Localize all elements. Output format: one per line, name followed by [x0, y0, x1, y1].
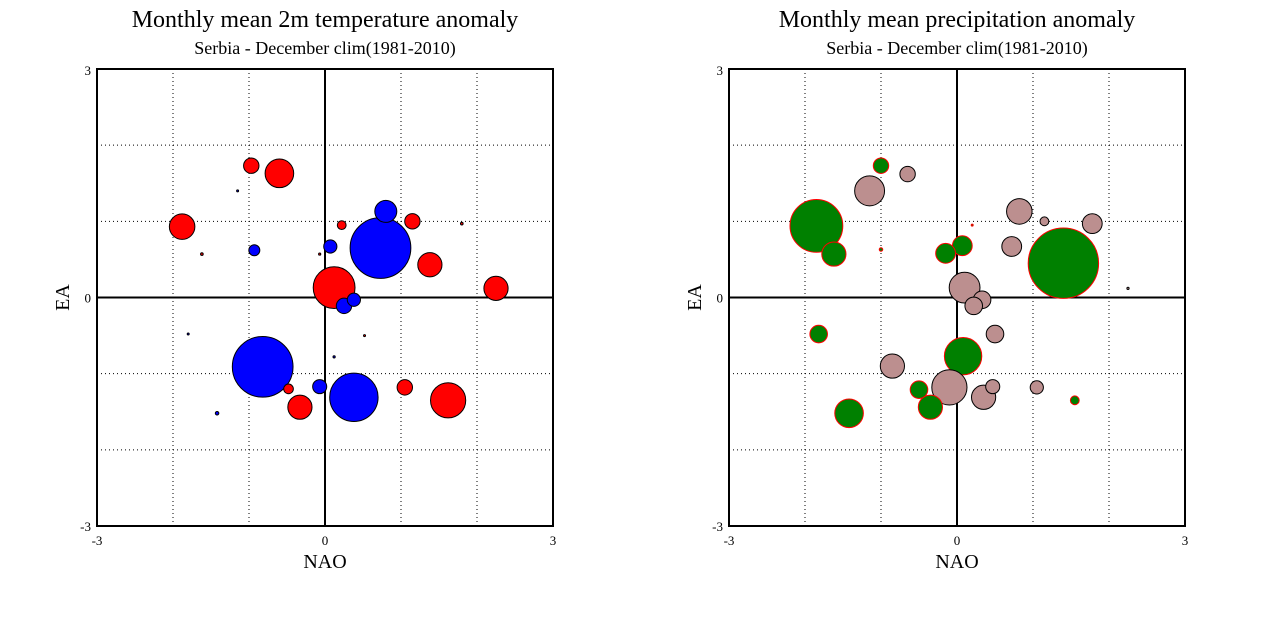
data-point-positive — [287, 394, 313, 420]
y-tick-label: 0 — [85, 291, 92, 306]
data-point-negative — [985, 324, 1005, 344]
data-point-negative — [332, 355, 336, 359]
data-point-negative — [1039, 216, 1050, 227]
data-point-positive — [917, 394, 944, 420]
data-point-positive — [459, 221, 464, 226]
y-axis-label: EA — [684, 284, 706, 311]
data-point-positive — [264, 158, 295, 189]
data-point-positive — [821, 241, 847, 267]
plot-frame — [96, 68, 554, 527]
data-point-negative — [214, 411, 220, 416]
data-point-negative — [948, 271, 981, 304]
y-tick-label: -3 — [80, 519, 91, 534]
chart-subtitle: Serbia - December clim(1981-2010) — [194, 38, 455, 59]
data-point-negative — [931, 369, 968, 406]
data-point-negative — [374, 199, 398, 223]
data-point-positive — [872, 157, 890, 174]
data-point-negative — [964, 296, 984, 316]
data-point-negative — [231, 335, 294, 398]
data-point-positive — [1069, 395, 1080, 406]
data-point-positive — [483, 275, 509, 301]
data-point-positive — [318, 252, 322, 256]
y-tick-label: -3 — [712, 519, 723, 534]
plot-frame — [728, 68, 1186, 527]
data-point-positive — [834, 398, 864, 429]
chart-title: Monthly mean precipitation anomaly — [779, 7, 1136, 33]
data-point-positive — [970, 223, 974, 227]
data-point-positive — [789, 199, 844, 253]
data-point-negative — [312, 379, 328, 395]
data-point-positive — [935, 242, 956, 264]
data-point-positive — [878, 247, 884, 252]
y-tick-label: 3 — [85, 63, 92, 78]
data-point-negative — [1126, 286, 1130, 290]
data-point-negative — [248, 244, 261, 257]
x-tick-label: 0 — [322, 533, 329, 548]
y-tick-label: 3 — [717, 63, 724, 78]
x-tick-label: -3 — [92, 533, 103, 548]
data-point-positive — [200, 252, 204, 256]
data-point-negative — [346, 292, 361, 307]
x-axis-label: NAO — [935, 551, 978, 573]
data-point-negative — [985, 379, 1001, 395]
data-point-negative — [1001, 236, 1023, 257]
data-point-negative — [236, 189, 240, 193]
data-point-positive — [943, 336, 983, 376]
data-point-negative — [323, 239, 338, 254]
data-point-positive — [1027, 227, 1100, 299]
data-point-negative — [186, 332, 190, 336]
x-tick-label: -3 — [724, 533, 735, 548]
y-tick-label: 0 — [717, 291, 724, 306]
y-axis-label: EA — [52, 284, 74, 311]
data-point-positive — [336, 220, 347, 231]
x-axis-label: NAO — [303, 551, 346, 573]
chart-title: Monthly mean 2m temperature anomaly — [132, 7, 519, 33]
data-point-negative — [349, 217, 412, 279]
data-point-positive — [396, 379, 413, 396]
data-point-negative — [1081, 213, 1103, 235]
data-point-positive — [283, 383, 294, 395]
data-point-positive — [243, 157, 260, 174]
data-point-positive — [809, 324, 828, 344]
x-tick-label: 0 — [954, 533, 961, 548]
chart-subtitle: Serbia - December clim(1981-2010) — [826, 38, 1087, 59]
data-point-positive — [404, 213, 421, 230]
data-point-negative — [329, 372, 379, 422]
data-point-positive — [430, 382, 467, 419]
data-point-negative — [1006, 198, 1033, 225]
data-point-negative — [1029, 380, 1044, 395]
data-point-negative — [854, 175, 886, 207]
data-point-positive — [363, 334, 367, 338]
data-point-negative — [879, 353, 906, 379]
data-point-negative — [899, 165, 916, 183]
data-point-positive — [168, 213, 196, 240]
data-point-positive — [909, 380, 929, 399]
x-tick-label: 3 — [1182, 533, 1189, 548]
x-tick-label: 3 — [550, 533, 557, 548]
data-point-positive — [417, 252, 443, 278]
